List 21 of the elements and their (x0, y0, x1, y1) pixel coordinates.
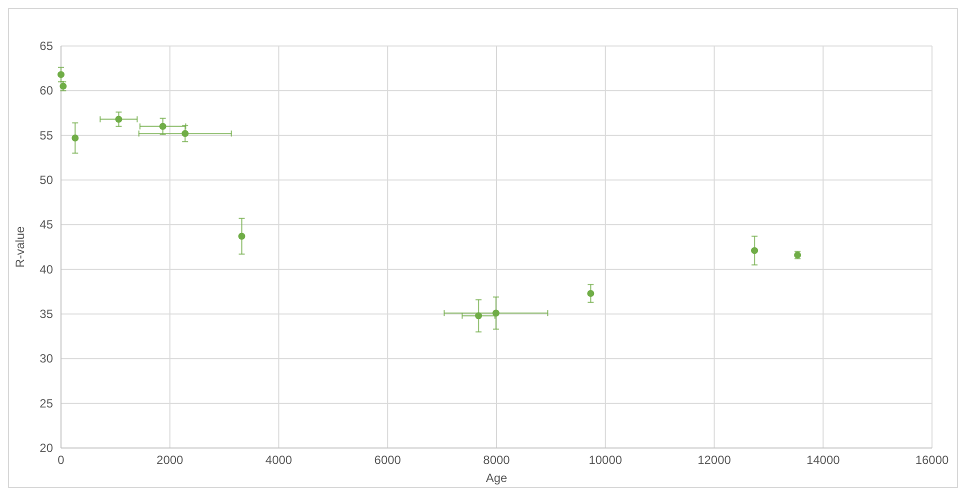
y-tick-label: 60 (40, 84, 54, 98)
y-tick-label: 50 (40, 173, 54, 187)
y-tick-label: 45 (40, 218, 54, 232)
x-tick-label: 4000 (265, 453, 292, 467)
y-axis-title: R-value (13, 226, 27, 268)
x-tick-label: 6000 (374, 453, 402, 467)
x-axis-title: Age (486, 471, 508, 485)
x-tick-label: 12000 (698, 453, 732, 467)
y-tick-label: 40 (40, 262, 54, 276)
x-tick-label: 2000 (156, 453, 184, 467)
y-tick-label: 65 (40, 39, 54, 53)
y-tick-label: 30 (40, 352, 54, 366)
y-tick-label: 35 (40, 307, 54, 321)
x-tick-label: 10000 (588, 453, 622, 467)
y-tick-label: 55 (40, 128, 54, 142)
y-tick-label: 25 (40, 396, 54, 410)
y-tick-label: 20 (40, 441, 54, 455)
x-tick-label: 8000 (483, 453, 510, 467)
x-tick-label: 0 (58, 453, 65, 467)
x-tick-label: 14000 (806, 453, 840, 467)
x-tick-label: 16000 (915, 453, 950, 467)
